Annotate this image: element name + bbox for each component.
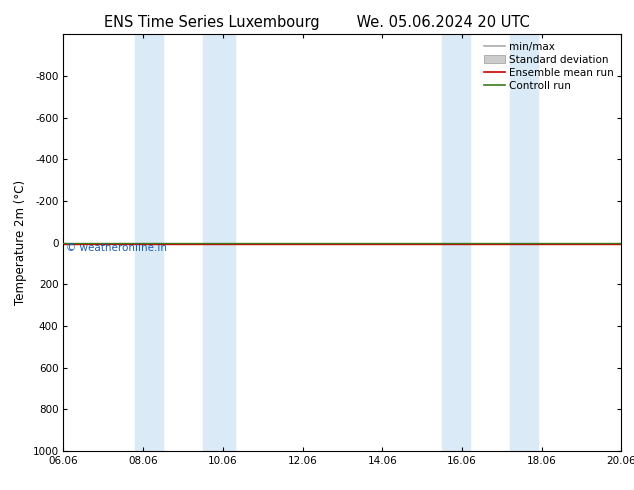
- Text: © weatheronline.in: © weatheronline.in: [66, 243, 167, 252]
- Bar: [203, 34, 235, 451]
- Bar: [510, 34, 538, 451]
- Bar: [442, 34, 470, 451]
- Y-axis label: Temperature 2m (°C): Temperature 2m (°C): [14, 180, 27, 305]
- Text: ENS Time Series Luxembourg        We. 05.06.2024 20 UTC: ENS Time Series Luxembourg We. 05.06.202…: [104, 15, 530, 30]
- Legend: min/max, Standard deviation, Ensemble mean run, Controll run: min/max, Standard deviation, Ensemble me…: [480, 37, 618, 95]
- Bar: [135, 34, 163, 451]
